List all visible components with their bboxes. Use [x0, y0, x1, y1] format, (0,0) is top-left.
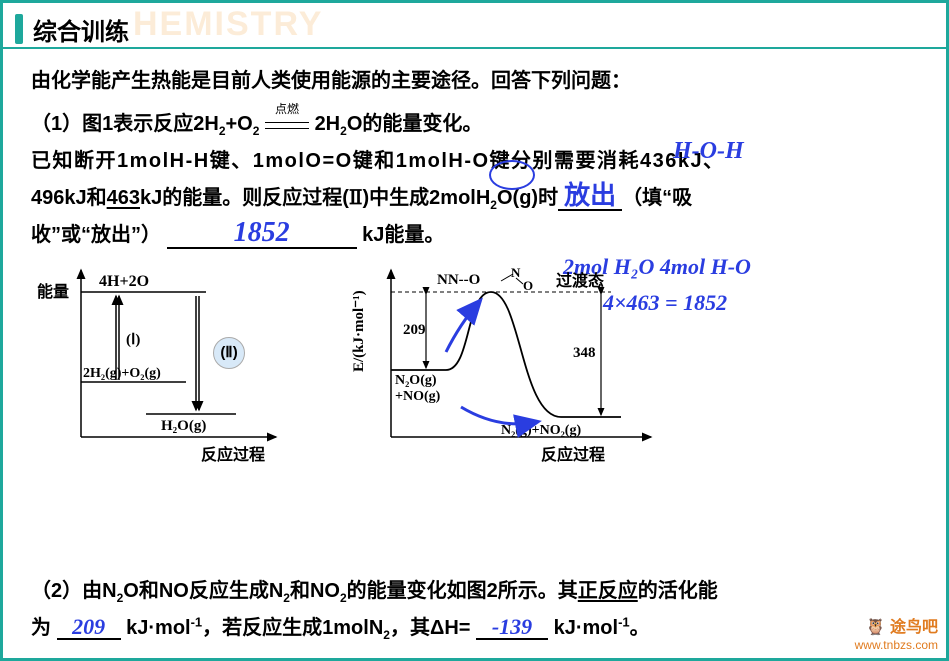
watermark-text: HEMISTRY: [133, 5, 323, 44]
sub-2b: 2: [253, 124, 260, 138]
q2e: 的活化能: [638, 580, 718, 602]
blank-1: 放出: [558, 183, 622, 211]
handnote-hoh: H-O-H: [673, 129, 744, 173]
d2-ylabel: E/(kJ·mol⁻¹): [351, 290, 367, 372]
title-tab: 综合训练: [15, 9, 129, 49]
q1-l3c: )中生成2molH: [363, 187, 491, 209]
d2-r1: N₂O(g): [395, 373, 437, 388]
q1-l3a: 496kJ和: [31, 187, 107, 209]
blank-2: 1852: [167, 219, 357, 249]
d2-v2: 348: [573, 345, 596, 361]
diagram2-svg: E/(kJ·mol⁻¹) 反应过程 209 348 NN--O N O: [351, 262, 671, 472]
q2b: O和NO反应生成N: [123, 580, 283, 602]
d1-xlabel: 反应过程: [201, 445, 265, 464]
q1-line3: 496kJ和463kJ的能量。则反应过程(Ⅱ)中生成2molH2O(g)时放出（…: [31, 180, 918, 217]
reaction-arrow: 点燃: [265, 106, 309, 143]
sub-2c: 2: [340, 124, 347, 138]
q2s2: 2: [283, 591, 290, 605]
d1-left: 2H₂(g)+O₂(g): [83, 366, 161, 381]
d1-circle-ii: (Ⅱ): [213, 337, 245, 369]
q1-l4b: kJ能量。: [362, 224, 444, 246]
q1-plus: +O: [226, 113, 253, 135]
q2l2f: 。: [630, 617, 650, 639]
q2a: （2）由N: [31, 580, 117, 602]
main-content: 由化学能产生热能是目前人类使用能源的主要途径。回答下列问题： （1）图1表示反应…: [3, 49, 946, 485]
diagram1-svg: 能量 反应过程 4H+2O 2H₂(g)+O₂(g) H₂O(g) (Ⅰ): [31, 262, 291, 472]
q2l2a: 为: [31, 617, 51, 639]
q2-block: （2）由N2O和NO反应生成N2和NO2的能量变化如图2所示。其正反应的活化能 …: [31, 573, 918, 647]
q1-l3-underline: 463: [107, 187, 140, 209]
q1-l3d: O(g)时: [497, 187, 558, 209]
intro-text: 由化学能产生热能是目前人类使用能源的主要途径。回答下列问题：: [31, 63, 918, 100]
d2-ts2: 过渡态: [556, 271, 604, 290]
diagram-1: 能量 反应过程 4H+2O 2H₂(g)+O₂(g) H₂O(g) (Ⅰ) (Ⅱ…: [31, 262, 291, 485]
q2u: 正反应: [578, 580, 638, 602]
diagrams-row: 能量 反应过程 4H+2O 2H₂(g)+O₂(g) H₂O(g) (Ⅰ) (Ⅱ…: [31, 262, 918, 485]
q1-l3e: （填“吸: [622, 187, 692, 209]
blank-3: 209: [57, 616, 121, 640]
q2sup1: -1: [191, 614, 203, 629]
q1-rhs2: O的能量变化。: [347, 113, 483, 135]
q2c: 和NO: [290, 580, 340, 602]
d2-ts-o: O: [523, 278, 533, 293]
q1-l4a: 收”或“放出”）: [31, 224, 161, 246]
q2s3: 2: [340, 591, 347, 605]
q1-l3b: kJ的能量。则反应过程(: [140, 187, 349, 209]
diagram-2: E/(kJ·mol⁻¹) 反应过程 209 348 NN--O N O: [351, 262, 671, 485]
d2-ts-n: N: [511, 265, 521, 280]
d1-top: 4H+2O: [99, 273, 149, 290]
q2l2d: ，其ΔH=: [390, 617, 471, 639]
q1-prefix: （1）图1表示反应2H: [31, 113, 219, 135]
q2-line2: 为 209 kJ·mol-1，若反应生成1molN2，其ΔH= -139 kJ·…: [31, 610, 918, 647]
q1-line1: （1）图1表示反应2H2+O2 点燃 2H2O的能量变化。: [31, 106, 918, 143]
q1-line2: 已知断开1molH-H键、1molO=O键和1molH-O键分别需要消耗436k…: [31, 143, 918, 180]
tab-accent-bar: [15, 14, 23, 44]
d1-bottom: H₂O(g): [161, 418, 206, 434]
q1-rhs1: 2H: [315, 113, 341, 135]
q2sup2: -1: [618, 614, 630, 629]
page-header: HEMISTRY 综合训练: [3, 3, 946, 49]
roman-ii: Ⅱ: [349, 187, 363, 209]
circle-annotation-ho: [489, 160, 535, 190]
q2d: 的能量变化如图2所示。其: [347, 580, 578, 602]
sub-2d: 2: [490, 198, 497, 212]
d2-ts1: NN--O: [437, 272, 480, 288]
site-logo: 🦉 途鸟吧 www.tnbzs.com: [855, 618, 938, 652]
sub-2: 2: [219, 124, 226, 138]
logo-url: www.tnbzs.com: [855, 638, 938, 652]
tab-title: 综合训练: [33, 12, 129, 47]
d1-i: (Ⅰ): [126, 332, 140, 348]
q2s4: 2: [383, 628, 390, 642]
reaction-condition: 点燃: [275, 98, 299, 120]
q2l2e: kJ·mol: [554, 617, 618, 639]
d2-v1: 209: [403, 322, 426, 338]
logo-text: 途鸟吧: [890, 619, 938, 636]
q2l2c: ，若反应生成1molN: [202, 617, 383, 639]
q2-line1: （2）由N2O和NO反应生成N2和NO2的能量变化如图2所示。其正反应的活化能: [31, 573, 918, 610]
blank-4: -139: [476, 616, 548, 640]
q1-line4: 收”或“放出”） 1852 kJ能量。: [31, 217, 918, 254]
d1-ylabel: 能量: [37, 282, 69, 301]
q2l2b: kJ·mol: [126, 617, 190, 639]
d2-r2: +NO(g): [395, 389, 441, 404]
d2-xlabel: 反应过程: [541, 445, 605, 464]
